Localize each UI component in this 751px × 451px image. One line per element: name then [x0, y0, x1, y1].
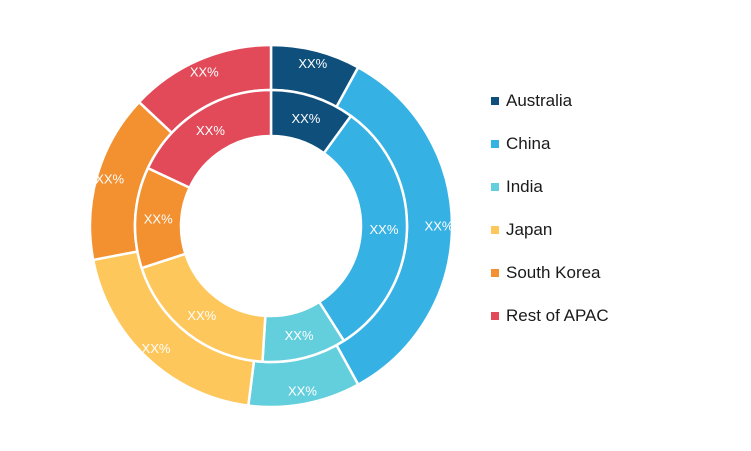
legend-item-south-korea[interactable]: South Korea: [491, 244, 609, 301]
inner-label-australia: XX%: [291, 111, 320, 126]
legend-item-japan[interactable]: Japan: [491, 201, 609, 258]
inner-label-japan: XX%: [187, 308, 216, 323]
legend-label-rest-of-apac: Rest of APAC: [506, 305, 609, 325]
legend-swatch-china: [491, 139, 499, 148]
outer-label-india: XX%: [288, 384, 317, 399]
legend-swatch-india: [491, 182, 499, 191]
inner-slice-china[interactable]: [317, 114, 409, 343]
legend-label-australia: Australia: [506, 90, 573, 110]
inner-label-south-korea: XX%: [144, 211, 173, 226]
legend-item-india[interactable]: India: [491, 158, 609, 215]
inner-label-rest-of-apac: XX%: [196, 123, 225, 138]
legend-swatch-south-korea: [491, 268, 499, 277]
inner-slice-rest-of-apac[interactable]: [146, 88, 273, 189]
legend-label-south-korea: South Korea: [506, 262, 601, 282]
inner-label-china: XX%: [369, 222, 398, 237]
slice-labels: XX% XX% XX% XX% XX% XX% XX% XX% XX% XX% XX% XX%: [95, 56, 454, 399]
legend-label-japan: Japan: [506, 219, 553, 239]
inner-label-india: XX%: [285, 328, 314, 343]
outer-label-japan: XX%: [142, 341, 171, 356]
legend-label-china: China: [506, 133, 551, 153]
outer-label-china: XX%: [425, 219, 454, 234]
legend-item-china[interactable]: China: [491, 115, 609, 172]
legend-swatch-australia: [491, 96, 499, 105]
inner-ring: [133, 88, 409, 364]
outer-label-australia: XX%: [298, 56, 327, 71]
legend-item-australia[interactable]: Australia: [491, 72, 609, 129]
legend-swatch-rest-of-apac: [491, 311, 499, 320]
legend-item-rest-of-apac[interactable]: Rest of APAC: [491, 287, 609, 344]
legend-swatch-japan: [491, 225, 499, 234]
legend: Australia China India Japan South Korea …: [491, 72, 609, 344]
outer-label-south-korea: XX%: [95, 172, 124, 187]
outer-label-rest-of-apac: XX%: [190, 64, 219, 79]
legend-label-india: India: [506, 176, 543, 196]
